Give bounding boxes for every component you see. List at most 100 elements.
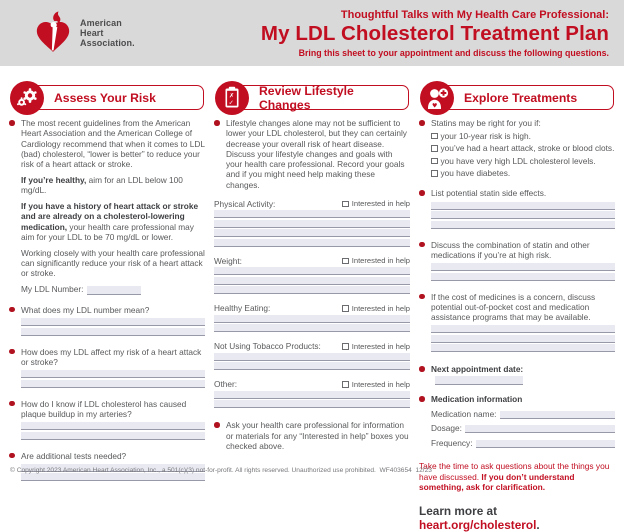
learn-more-link[interactable]: heart.org/cholesterol	[419, 518, 537, 532]
write-in-line[interactable]	[21, 473, 205, 482]
write-in-line[interactable]	[431, 220, 615, 229]
page-subtitle: Bring this sheet to your appointment and…	[298, 47, 609, 58]
aha-logo: American Heart Association.	[33, 11, 135, 55]
answer-lines	[419, 263, 615, 281]
bullet-icon	[419, 120, 425, 126]
statin-checkbox[interactable]	[431, 170, 438, 177]
risk-working-note: Working closely with your health care pr…	[21, 247, 205, 279]
interested-checkbox[interactable]	[342, 257, 349, 265]
question-text: What does my LDL number mean?	[21, 304, 150, 315]
combination-text: Discuss the combination of statin and ot…	[431, 239, 590, 260]
bullet-icon	[419, 293, 425, 300]
write-in-line[interactable]	[214, 210, 410, 219]
appointment-date-field[interactable]	[435, 376, 523, 386]
goal-label: Physical Activity:	[214, 198, 276, 209]
frequency-field[interactable]	[475, 439, 615, 448]
bullet-icon	[9, 348, 15, 354]
write-in-line[interactable]	[21, 422, 205, 431]
kicker: Thoughtful Talks with My Health Care Pro…	[340, 8, 609, 21]
write-in-line[interactable]	[431, 325, 615, 334]
write-in-line[interactable]	[214, 267, 410, 276]
person-medical-cross-icon: ♥	[420, 81, 454, 115]
bullet-icon	[9, 120, 15, 126]
write-in-line[interactable]	[21, 318, 205, 326]
medication-name-field[interactable]	[499, 410, 615, 419]
bullet-icon	[419, 241, 425, 248]
write-in-line[interactable]	[21, 327, 205, 336]
write-in-line[interactable]	[214, 324, 410, 333]
ldl-number-row: My LDL Number:	[9, 284, 205, 295]
statin-option-history: you’ve had a heart attack, stroke or blo…	[431, 143, 615, 153]
copyright-notice: © Copyright 2023 American Heart Associat…	[10, 467, 432, 474]
lifestyle-intro: Lifestyle changes alone may not be suffi…	[214, 118, 410, 190]
medication-info-label: Medication information	[431, 394, 523, 405]
write-in-line[interactable]	[431, 272, 615, 281]
question-text: Are additional tests needed?	[21, 450, 127, 461]
interested-label: Interested in help	[351, 341, 410, 351]
interested-checkbox[interactable]	[342, 343, 349, 350]
question-text: How does my LDL affect my risk of a hear…	[21, 346, 202, 367]
goal-weight: Weight: Interested in help	[214, 256, 410, 295]
write-in-line[interactable]	[214, 229, 410, 238]
write-in-line[interactable]	[214, 238, 410, 247]
learn-more: Learn more at heart.org/cholesterol.	[419, 504, 615, 532]
write-in-line[interactable]	[214, 352, 410, 361]
write-in-line[interactable]	[214, 314, 410, 323]
bullet-icon	[419, 366, 425, 372]
interested-checkbox[interactable]	[342, 381, 349, 388]
column-treatments: ♥ Explore Treatments Statins may be righ…	[419, 81, 615, 532]
risk-healthy-note: If you’re healthy, aim for an LDL below …	[9, 175, 205, 196]
ldl-number-label: My LDL Number:	[21, 284, 84, 295]
interested-in-help: Interested in help	[342, 256, 410, 265]
frequency-label: Frequency:	[431, 437, 473, 448]
write-in-line[interactable]	[431, 211, 615, 220]
bullet-icon	[214, 120, 220, 126]
heart-gears-icon	[10, 81, 44, 115]
write-in-line[interactable]	[21, 431, 205, 440]
dosage-row: Dosage:	[431, 423, 615, 434]
write-in-line[interactable]	[214, 390, 410, 399]
interested-checkbox[interactable]	[342, 200, 349, 208]
write-in-line[interactable]	[21, 463, 205, 472]
interested-checkbox[interactable]	[342, 305, 349, 312]
risk-history-rest: your health care professional may aim fo…	[21, 221, 194, 242]
write-in-line[interactable]	[214, 286, 410, 295]
statin-checkbox[interactable]	[431, 157, 438, 165]
svg-text:♥: ♥	[432, 103, 437, 110]
aha-logo-text: American Heart Association.	[80, 17, 135, 49]
lifestyle-outro-text: Ask your health care professional for in…	[226, 420, 409, 452]
write-in-line[interactable]	[431, 201, 615, 210]
answer-lines	[9, 318, 205, 336]
statin-checkbox[interactable]	[431, 132, 438, 140]
write-in-line[interactable]	[21, 370, 205, 379]
statin-option-label: you’ve had a heart attack, stroke or blo…	[440, 143, 615, 154]
interested-in-help: Interested in help	[342, 342, 410, 351]
question-ldl-meaning: What does my LDL number mean?	[9, 305, 205, 315]
bullet-icon	[9, 452, 15, 459]
ldl-number-field[interactable]	[87, 285, 142, 295]
write-in-line[interactable]	[214, 276, 410, 285]
write-in-line[interactable]	[214, 362, 410, 371]
medication-name-row: Medication name:	[431, 409, 615, 419]
content-columns: Assess Your Risk The most recent guideli…	[0, 66, 624, 532]
side-effects-text: List potential statin side effects.	[431, 188, 547, 199]
column-lifestyle: ✗ ✓ Review Lifestyle Changes Lifestyle c…	[214, 81, 410, 532]
write-in-line[interactable]	[431, 334, 615, 343]
write-in-line[interactable]	[21, 379, 205, 388]
risk-history-note: If you have a history of heart attack or…	[9, 201, 205, 242]
write-in-line[interactable]	[431, 263, 615, 272]
risk-intro: The most recent guidelines from the Amer…	[9, 118, 205, 169]
statin-option-risk: your 10-year risk is high.	[431, 131, 615, 141]
interested-label: Interested in help	[351, 379, 410, 389]
write-in-line[interactable]	[214, 219, 410, 228]
note-normal: Take the time to ask questions about the…	[419, 460, 610, 482]
dosage-field[interactable]	[464, 425, 615, 434]
write-in-line[interactable]	[431, 344, 615, 353]
statin-option-label: you have diabetes.	[440, 168, 511, 179]
question-text: How do I know if LDL cholesterol has cau…	[21, 398, 187, 419]
statin-checkbox[interactable]	[431, 145, 438, 152]
write-in-line[interactable]	[214, 400, 410, 409]
bullet-icon	[419, 190, 425, 196]
combination-item: Discuss the combination of statin and ot…	[419, 240, 615, 261]
